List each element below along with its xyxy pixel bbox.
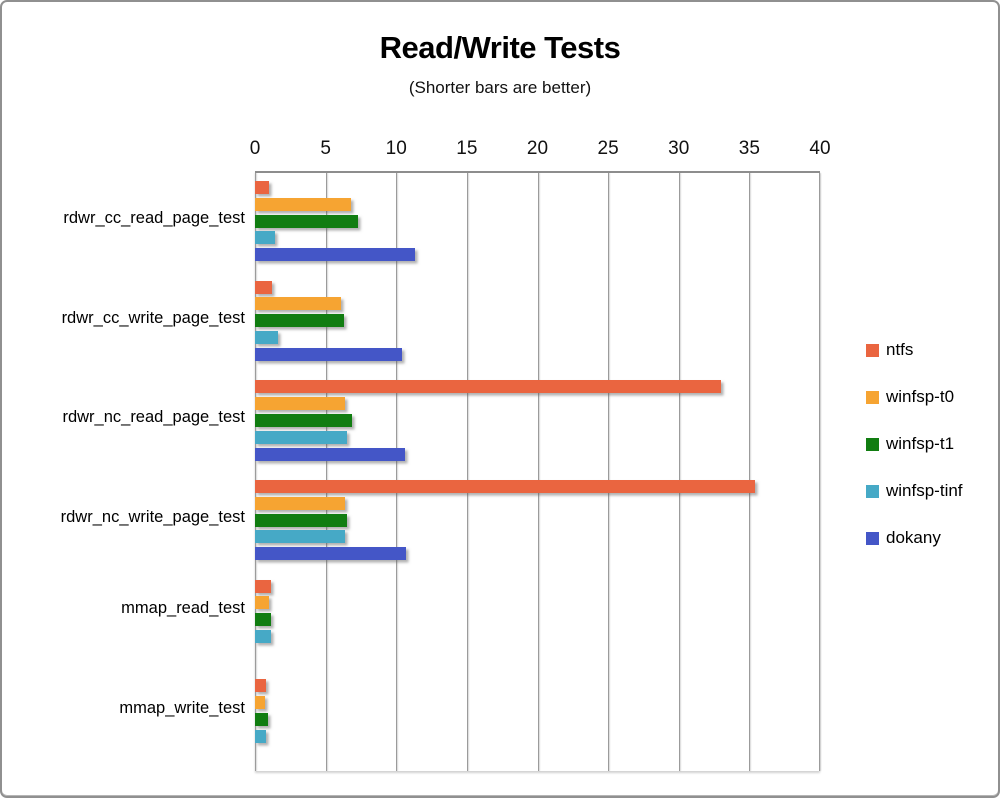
bar-winfsp-t0 <box>255 397 346 411</box>
bar-dokany <box>255 447 405 461</box>
gridline <box>255 173 256 771</box>
bar-dokany <box>255 347 402 361</box>
bar-ntfs <box>255 280 272 294</box>
chart-subtitle: (Shorter bars are better) <box>408 78 592 97</box>
legend-label: ntfs <box>886 340 914 359</box>
legend-swatch-icon <box>866 531 879 545</box>
gridline <box>819 173 820 771</box>
legend-label: winfsp-t0 <box>886 387 955 406</box>
x-tick-label: 10 <box>385 138 407 159</box>
x-tick-label: 5 <box>320 138 331 159</box>
plot-area <box>255 171 820 771</box>
bar-winfsp-t0 <box>255 496 346 510</box>
category-labels: rdwr_cc_read_page_test rdwr_cc_write_page… <box>8 171 245 769</box>
x-tick-label: 15 <box>456 138 478 159</box>
bar-dokany <box>255 547 407 561</box>
category-label: rdwr_cc_write_page_test <box>61 308 245 327</box>
gridline <box>537 173 539 771</box>
legend-label: winfsp-tinf <box>886 481 963 500</box>
legend-item-winfsp-t0: winfsp-t0 <box>866 387 954 407</box>
legend-item-winfsp-t1: winfsp-t1 <box>866 434 954 454</box>
gridline <box>608 173 610 771</box>
chart-title: Read/Write Tests <box>379 30 621 65</box>
bar-winfsp-tinf <box>255 530 346 544</box>
bar-winfsp-tinf <box>255 331 278 345</box>
x-tick-label: 0 <box>249 138 261 159</box>
category-label: mmap_read_test <box>121 599 245 618</box>
gridline <box>678 173 680 771</box>
gridline <box>466 173 468 771</box>
bar-winfsp-t1 <box>255 712 268 726</box>
x-tick-label: 30 <box>668 138 690 159</box>
legend-swatch-icon <box>866 437 879 451</box>
legend-item-dokany: dokany <box>866 528 941 548</box>
legend-item-winfsp-tinf: winfsp-tinf <box>866 481 963 501</box>
legend-item-ntfs: ntfs <box>866 340 913 360</box>
bar-dokany <box>255 248 415 262</box>
legend-swatch-icon <box>866 390 879 404</box>
bar-winfsp-t1 <box>255 613 271 627</box>
bar-winfsp-t0 <box>255 696 265 710</box>
bar-ntfs <box>255 181 270 194</box>
category-label: rdwr_nc_read_page_test <box>62 408 245 427</box>
legend-swatch-icon <box>866 484 879 498</box>
bar-winfsp-t1 <box>255 413 353 427</box>
bar-winfsp-t1 <box>255 513 347 527</box>
x-tick-label: 20 <box>526 138 549 159</box>
legend-label: winfsp-t1 <box>886 434 955 453</box>
gridline <box>325 173 327 771</box>
gridline <box>396 173 398 771</box>
legend-swatch-icon <box>866 343 879 357</box>
bar-winfsp-tinf <box>255 430 347 444</box>
bar-ntfs <box>255 579 271 593</box>
bar-winfsp-tinf <box>255 630 271 644</box>
bar-ntfs <box>255 480 756 493</box>
bar-winfsp-t0 <box>255 297 342 311</box>
category-label: mmap_write_test <box>119 699 245 718</box>
category-label: rdwr_cc_read_page_test <box>63 209 245 228</box>
x-tick-label: 35 <box>738 138 760 159</box>
category-label: rdwr_nc_write_page_test <box>60 508 245 527</box>
bar-ntfs <box>255 380 722 394</box>
bar-winfsp-t0 <box>255 596 270 610</box>
bar-winfsp-t1 <box>255 214 359 228</box>
bar-ntfs <box>255 679 267 693</box>
bar-winfsp-tinf <box>255 729 267 743</box>
bar-winfsp-t1 <box>255 314 344 328</box>
legend-label: dokany <box>886 528 941 547</box>
bar-winfsp-tinf <box>255 231 275 245</box>
gridline <box>749 173 751 771</box>
x-tick-label: 25 <box>597 138 619 159</box>
x-tick-label: 40 <box>809 138 831 159</box>
bar-winfsp-t0 <box>255 197 352 211</box>
x-axis-tick-labels: 0 5 10 15 20 25 30 35 40 <box>2 138 998 162</box>
